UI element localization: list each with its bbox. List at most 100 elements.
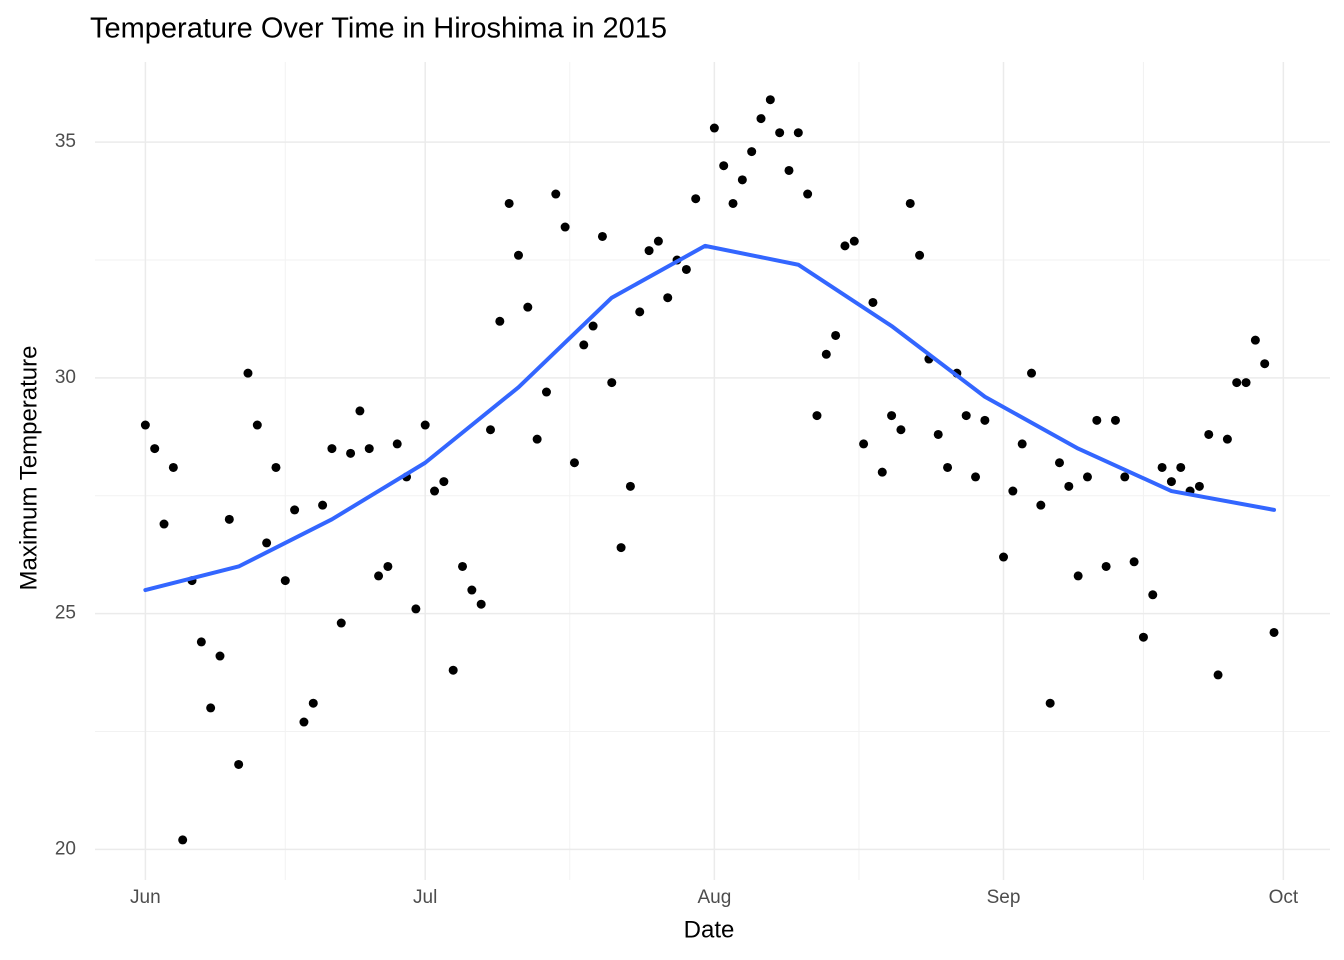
data-point	[1129, 557, 1139, 567]
x-tick-label: Oct	[1269, 887, 1299, 908]
data-point	[971, 472, 981, 482]
data-point	[1120, 472, 1130, 482]
data-point	[513, 250, 523, 260]
data-point	[224, 514, 234, 524]
smooth-line	[143, 243, 1277, 593]
data-point	[1082, 472, 1092, 482]
data-point	[290, 505, 300, 515]
data-point	[495, 316, 505, 326]
data-point	[1017, 439, 1027, 449]
data-point	[905, 198, 915, 208]
data-point	[364, 444, 374, 454]
data-point	[476, 599, 486, 609]
data-point	[840, 241, 850, 251]
data-point	[653, 236, 663, 246]
data-point	[793, 128, 803, 138]
x-tick-label: Sep	[987, 887, 1021, 908]
data-point	[1241, 378, 1251, 388]
data-point	[140, 420, 150, 430]
data-point	[663, 293, 673, 303]
data-point	[1222, 434, 1232, 444]
data-point	[728, 198, 738, 208]
data-point	[933, 429, 943, 439]
data-point	[1092, 415, 1102, 425]
data-point	[588, 321, 598, 331]
data-point	[775, 128, 785, 138]
data-point	[756, 114, 766, 124]
data-point	[430, 486, 440, 496]
data-point	[681, 264, 691, 274]
data-point	[644, 246, 654, 256]
data-point	[691, 194, 701, 204]
data-point	[448, 665, 458, 675]
data-point	[1054, 458, 1064, 468]
data-point	[196, 637, 206, 647]
data-point	[532, 434, 542, 444]
data-point	[784, 165, 794, 175]
data-point	[541, 387, 551, 397]
data-point	[374, 571, 384, 581]
data-point	[569, 458, 579, 468]
data-point	[896, 425, 906, 435]
data-point	[1045, 698, 1055, 708]
data-point	[383, 561, 393, 571]
data-point	[1213, 670, 1223, 680]
data-point	[159, 519, 169, 529]
data-point	[597, 231, 607, 241]
data-point	[999, 552, 1009, 562]
y-tick-label: 25	[55, 603, 76, 624]
data-point	[168, 462, 178, 472]
data-point	[299, 717, 309, 727]
data-point	[504, 198, 514, 208]
data-point	[607, 378, 617, 388]
data-point	[737, 175, 747, 185]
data-point	[868, 297, 878, 307]
y-tick-label: 35	[55, 131, 76, 152]
data-point	[551, 189, 561, 199]
data-point	[1110, 415, 1120, 425]
data-point	[280, 576, 290, 586]
data-point	[346, 448, 356, 458]
data-point	[327, 444, 337, 454]
data-point	[877, 467, 887, 477]
data-point	[336, 618, 346, 628]
chart-title: Temperature Over Time in Hiroshima in 20…	[90, 13, 667, 45]
data-point	[318, 500, 328, 510]
data-point	[961, 411, 971, 421]
y-tick-label: 20	[55, 838, 76, 859]
data-point	[821, 349, 831, 359]
data-point	[887, 411, 897, 421]
data-point	[560, 222, 570, 232]
x-tick-label: Jul	[413, 887, 437, 908]
data-point	[1166, 477, 1176, 487]
data-point	[458, 561, 468, 571]
data-point	[915, 250, 925, 260]
y-axis-title: Maximum Temperature	[15, 346, 42, 591]
data-point	[849, 236, 859, 246]
data-point	[411, 604, 421, 614]
data-point	[308, 698, 318, 708]
data-point	[1157, 462, 1167, 472]
data-point	[206, 703, 216, 713]
data-point	[150, 444, 160, 454]
data-point	[765, 95, 775, 105]
data-point	[215, 651, 225, 661]
data-point	[1232, 378, 1242, 388]
data-point	[420, 420, 430, 430]
data-point	[467, 585, 477, 595]
data-point	[1148, 590, 1158, 600]
data-point	[439, 477, 449, 487]
data-point	[1064, 481, 1074, 491]
data-point	[812, 411, 822, 421]
data-point	[271, 462, 281, 472]
data-point	[1250, 335, 1260, 345]
data-point	[625, 481, 635, 491]
data-point	[1027, 368, 1037, 378]
data-point	[1138, 632, 1148, 642]
data-point	[1036, 500, 1046, 510]
data-point	[747, 147, 757, 157]
data-point	[523, 302, 533, 312]
data-point	[1269, 627, 1279, 637]
x-axis-title: Date	[684, 916, 735, 943]
